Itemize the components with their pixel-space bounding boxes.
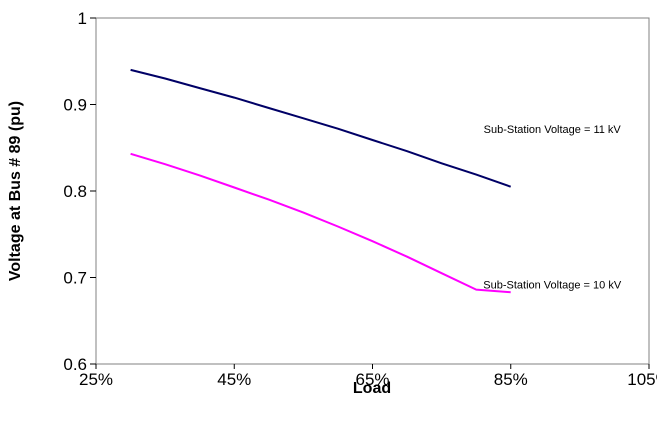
series-annotation: Sub-Station Voltage = 10 kV [483,280,622,292]
series-line-2 [130,152,511,294]
y-tick-label: 0.9 [63,96,87,115]
y-axis-title: Voltage at Bus # 89 (pu) [7,101,24,281]
x-tick-label: 25% [79,370,113,389]
x-tick-label: 45% [217,370,251,389]
x-axis-ticks: 25% 45% 65% 85% 105% [79,364,657,389]
series-annotation: Sub-Station Voltage = 11 kV [484,124,622,136]
y-axis-ticks: 0.6 0.7 0.8 0.9 1 [63,9,96,374]
y-tick-label: 0.8 [63,182,87,201]
annotation-layer: Sub-Station Voltage = 11 kV Sub-Station V… [483,124,622,292]
plot-area-border [95,17,650,365]
series-line-1 [130,68,512,188]
x-tick-label: 85% [494,370,528,389]
x-tick-label: 105% [627,370,657,389]
x-axis-title: Load [353,380,391,397]
x-tick-label: 65% [355,370,389,389]
y-tick-label: 1 [78,9,87,28]
y-tick-label: 0.7 [63,269,87,288]
series-layer [130,68,512,294]
y-tick-label: 0.6 [63,355,87,374]
